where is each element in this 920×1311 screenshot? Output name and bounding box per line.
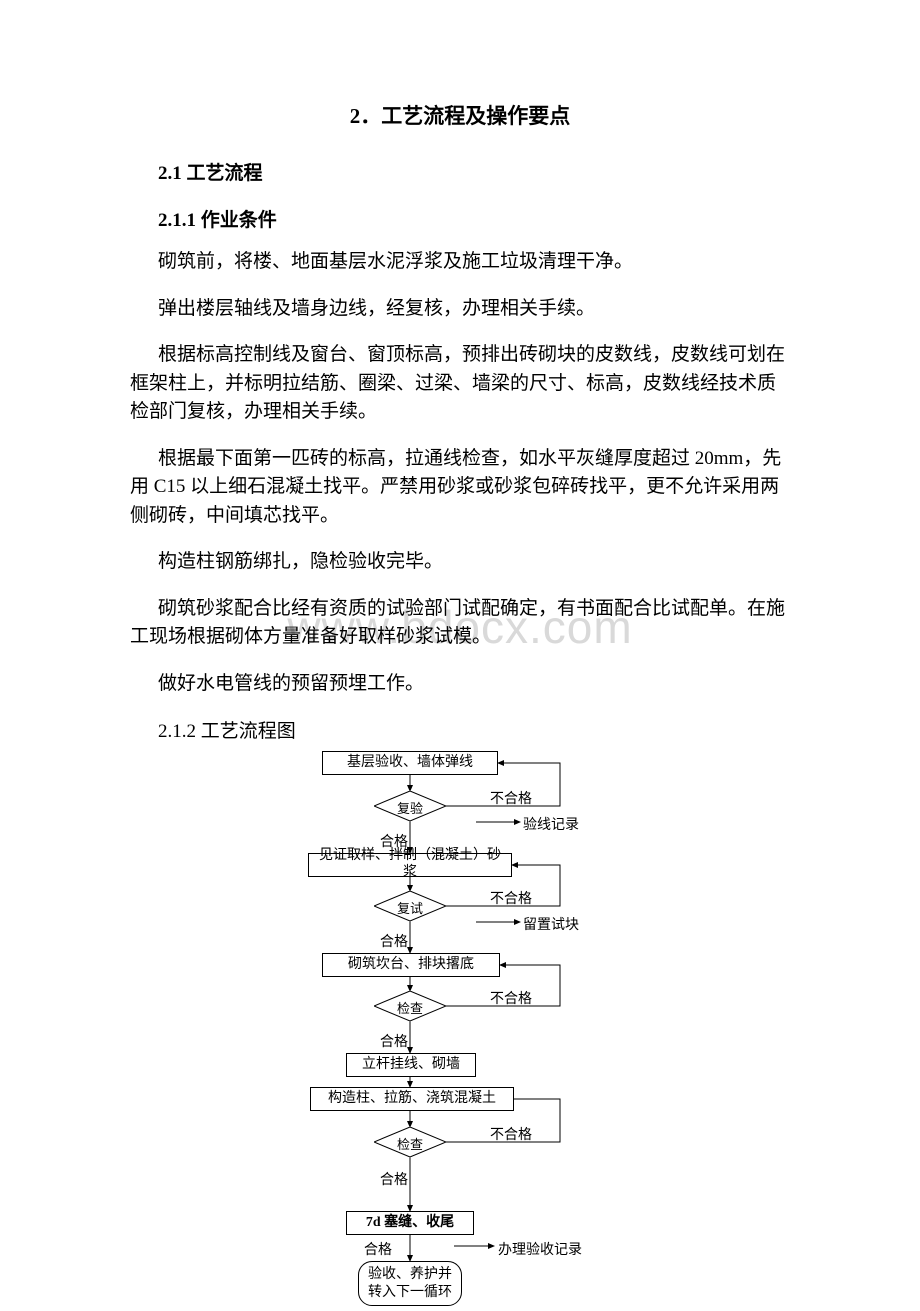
label-record-2: 留置试块 [523, 914, 579, 934]
heading-2-1: 2.1 工艺流程 [130, 158, 790, 185]
paragraph-5: 构造柱钢筋绑扎，隐检验收完毕。 [130, 548, 790, 577]
label-record-3: 办理验收记录 [498, 1239, 582, 1259]
paragraph-3: 根据标高控制线及窗台、窗顶标高，预排出砖砌块的皮数线，皮数线可划在框架柱上，并标… [130, 341, 790, 427]
flow-decision-1: 复验 [374, 791, 446, 821]
flow-decision-4: 检查 [374, 1127, 446, 1157]
label-fail-4: 不合格 [490, 1124, 532, 1144]
flow-node-6: 7d 塞缝、收尾 [346, 1211, 474, 1235]
flow-decision-2: 复试 [374, 891, 446, 921]
paragraph-1: 砌筑前，将楼、地面基层水泥浮浆及施工垃圾清理干净。 [130, 248, 790, 277]
flow-node-4: 立杆挂线、砌墙 [346, 1053, 476, 1077]
flowchart: 基层验收、墙体弹线 复验 合格 不合格 验线记录 见证取样、拌制（混凝土）砂浆 … [250, 751, 670, 1311]
label-pass-4: 合格 [380, 1169, 408, 1189]
label-fail-2: 不合格 [490, 888, 532, 908]
flow-terminal: 验收、养护并 转入下一循环 [358, 1261, 462, 1306]
label-fail-3: 不合格 [490, 988, 532, 1008]
paragraph-7: 做好水电管线的预留预埋工作。 [130, 670, 790, 699]
page-title: 2．工艺流程及操作要点 [130, 100, 790, 130]
paragraph-4: 根据最下面第一匹砖的标高，拉通线检查，如水平灰缝厚度超过 20mm，先用 C15… [130, 445, 790, 531]
flow-node-5: 构造柱、拉筋、浇筑混凝土 [310, 1087, 514, 1111]
paragraph-6: 砌筑砂浆配合比经有资质的试验部门试配确定，有书面配合比试配单。在施工现场根据砌体… [130, 595, 790, 652]
label-record-1: 验线记录 [523, 814, 579, 834]
label-pass-2: 合格 [380, 931, 408, 951]
label-fail-1: 不合格 [490, 788, 532, 808]
flowchart-container: 基层验收、墙体弹线 复验 合格 不合格 验线记录 见证取样、拌制（混凝土）砂浆 … [130, 751, 790, 1311]
label-pass-5: 合格 [364, 1239, 392, 1259]
heading-2-1-2: 2.1.2 工艺流程图 [130, 716, 790, 743]
flow-decision-3: 检查 [374, 991, 446, 1021]
label-pass-3: 合格 [380, 1031, 408, 1051]
paragraph-2: 弹出楼层轴线及墙身边线，经复核，办理相关手续。 [130, 295, 790, 324]
flow-node-1: 基层验收、墙体弹线 [322, 751, 498, 775]
page-content: 2．工艺流程及操作要点 2.1 工艺流程 2.1.1 作业条件 砌筑前，将楼、地… [130, 100, 790, 1311]
flow-node-3: 砌筑坎台、排块撂底 [322, 953, 500, 977]
heading-2-1-1: 2.1.1 作业条件 [130, 205, 790, 232]
flow-node-2: 见证取样、拌制（混凝土）砂浆 [308, 853, 512, 877]
